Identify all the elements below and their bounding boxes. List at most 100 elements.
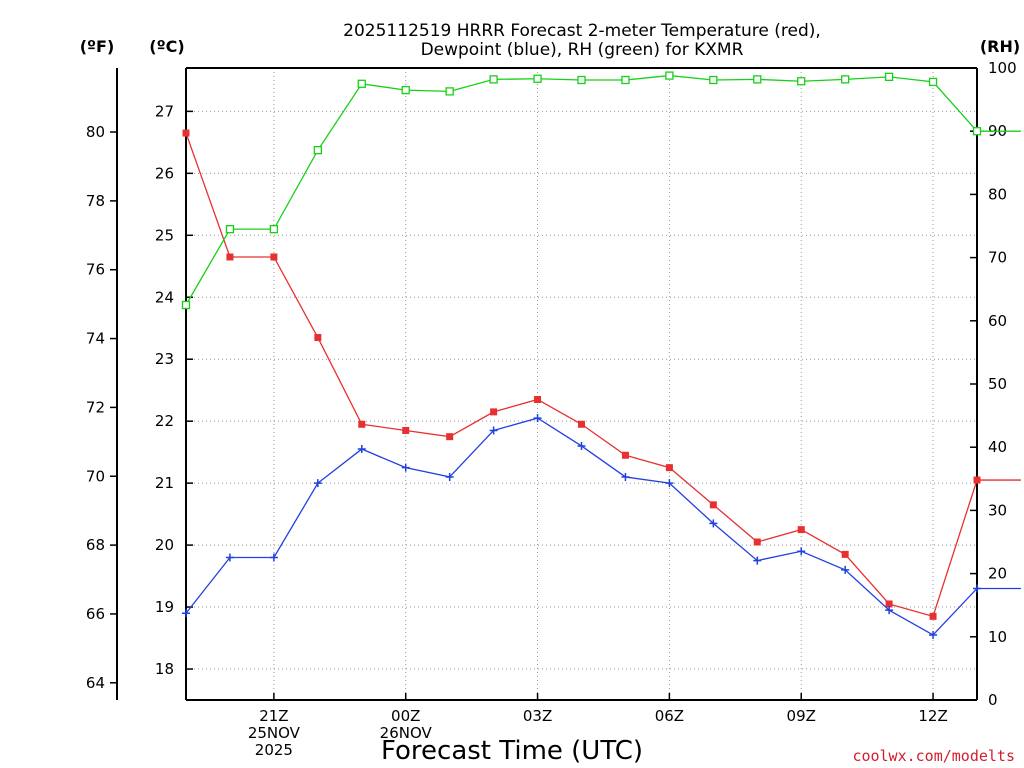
x-tick-label: 21Z [259, 707, 288, 725]
rh-tick-label: 80 [988, 185, 1007, 203]
fahrenheit-tick-label: 66 [86, 605, 105, 623]
dewpoint-point [225, 553, 234, 562]
rh-tick-label: 60 [988, 312, 1007, 330]
temperature-point [314, 334, 322, 342]
celsius-tick-label: 24 [155, 288, 174, 306]
x-tick-label: 00Z [391, 707, 420, 725]
temperature-point [841, 550, 849, 558]
temperature-point [270, 253, 278, 261]
rh-point [401, 85, 410, 95]
rh-line [185, 74, 1021, 306]
rh-point [928, 77, 938, 87]
temperature-point [973, 476, 981, 484]
temperature-point [358, 420, 366, 428]
x-tick-label: 09Z [787, 707, 816, 725]
temperature-point [534, 395, 542, 403]
credit-text: coolwx.com/modelts [852, 747, 1015, 765]
dewpoint-point [182, 609, 190, 618]
dewpoint-point [445, 472, 454, 481]
rh-tick-label: 10 [988, 628, 1007, 646]
temperature-point [446, 433, 454, 441]
fahrenheit-tick-label: 80 [86, 123, 105, 141]
celsius-tick-label: 21 [155, 474, 174, 492]
rh-tick-label: 30 [988, 501, 1007, 519]
dewpoint-point [313, 479, 322, 488]
temperature-point [797, 526, 805, 534]
rh-point [884, 72, 894, 81]
temperature-point [753, 538, 761, 546]
rh-point [972, 127, 982, 136]
rh-point [753, 75, 762, 84]
celsius-tick-label: 19 [155, 598, 174, 616]
series-rh [181, 71, 1021, 310]
fahrenheit-tick-label: 72 [86, 398, 105, 416]
temperature-point [665, 464, 673, 472]
rh-point [357, 79, 366, 88]
x-tick-label: 26NOV [380, 724, 433, 742]
celsius-tick-label: 22 [155, 412, 174, 430]
fahrenheit-tick-label: 78 [86, 192, 105, 210]
temperature-point [226, 253, 234, 261]
rh-point [665, 71, 674, 80]
celsius-tick-label: 20 [155, 536, 174, 554]
rh-point [533, 74, 542, 83]
rh-point [269, 225, 279, 234]
temperature-point [885, 600, 893, 608]
rh-tick-label: 70 [988, 249, 1007, 267]
series-temperature [182, 129, 1021, 620]
fahrenheit-tick-label: 74 [86, 330, 105, 348]
rh-point [797, 77, 806, 86]
rh-unit-label: (RH) [980, 37, 1020, 56]
fahrenheit-tick-label: 70 [86, 467, 105, 485]
dewpoint-point [709, 519, 718, 528]
rh-tick-label: 100 [988, 59, 1017, 77]
rh-tick-label: 40 [988, 438, 1007, 456]
dewpoint-point [665, 479, 674, 488]
x-tick-label: 06Z [655, 707, 684, 725]
rh-point [181, 300, 191, 310]
celsius-tick-label: 25 [155, 226, 174, 244]
rh-point [445, 87, 454, 96]
celsius-tick-label: 27 [155, 102, 174, 120]
rh-point [225, 225, 235, 234]
celsius-tick-label: 26 [155, 164, 174, 182]
rh-tick-label: 0 [988, 691, 998, 709]
rh-tick-label: 50 [988, 375, 1007, 393]
rh-point [577, 75, 586, 85]
dewpoint-line [185, 417, 1021, 636]
data-series [181, 71, 1021, 639]
temperature-point [182, 129, 190, 137]
dewpoint-point [841, 565, 850, 574]
fahrenheit-tick-label: 64 [86, 674, 105, 692]
temperature-line [185, 132, 1021, 618]
fahrenheit-tick-label: 76 [86, 261, 105, 279]
dewpoint-point [621, 472, 630, 481]
axes: 64 66 68 70 72 74 76 78 80 18 19 20 21 22 23 24 25 26 27 0 1… [86, 59, 1017, 759]
rh-point [313, 146, 322, 155]
dewpoint-point [973, 584, 981, 593]
rh-point [709, 75, 718, 85]
temperature-point [709, 501, 717, 509]
x-tick-label: 03Z [523, 707, 552, 725]
fahrenheit-unit-label: (ºF) [80, 37, 115, 56]
dewpoint-point [533, 414, 542, 423]
chart-title-line2: Dewpoint (blue), RH (green) for KXMR [421, 40, 744, 60]
dewpoint-point [753, 556, 762, 565]
grid-lines [186, 68, 977, 700]
dewpoint-point [929, 630, 938, 639]
rh-point [841, 75, 850, 84]
x-tick-label: 2025 [255, 741, 293, 759]
dewpoint-point [489, 426, 498, 435]
x-tick-label: 12Z [918, 707, 947, 725]
rh-tick-label: 20 [988, 565, 1007, 583]
rh-point [621, 75, 630, 85]
dewpoint-point [797, 547, 806, 556]
temperature-point [621, 451, 629, 459]
temperature-point [402, 426, 410, 434]
dewpoint-point [401, 463, 410, 472]
dewpoint-point [885, 606, 894, 615]
series-dewpoint [182, 414, 1021, 639]
celsius-unit-label: (ºC) [149, 37, 184, 56]
chart-title-line1: 2025112519 HRRR Forecast 2-meter Tempera… [343, 21, 821, 41]
